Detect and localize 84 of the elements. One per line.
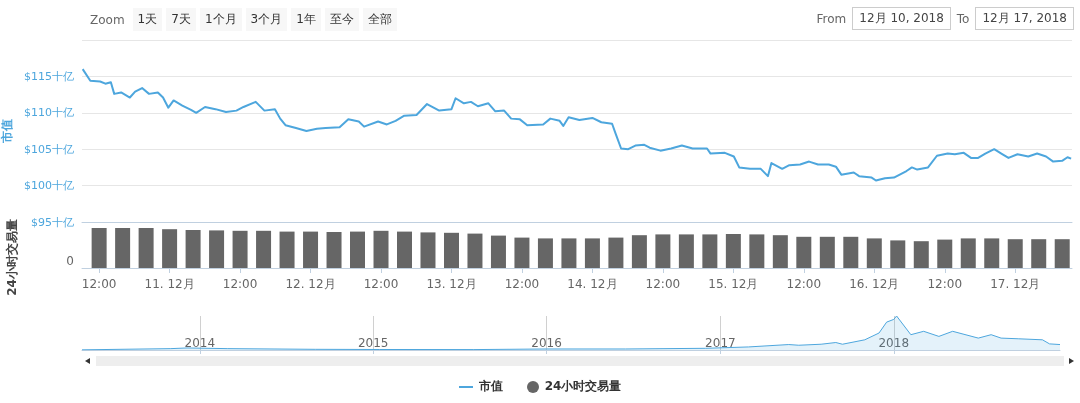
bar xyxy=(584,238,600,268)
bar xyxy=(514,237,530,268)
text: Zoom xyxy=(90,12,125,27)
text: From xyxy=(816,11,847,26)
x-tick-label: 12:00 xyxy=(363,277,399,291)
bar xyxy=(561,238,577,268)
bar xyxy=(162,229,178,268)
bar xyxy=(796,236,812,268)
text: 至今 xyxy=(324,8,359,31)
bar xyxy=(819,236,835,268)
x-tick-label: 12:00 xyxy=(645,277,681,291)
x-tick-label: 14. 12月 xyxy=(567,277,618,291)
bar xyxy=(678,234,694,268)
x-tick-label: 12:00 xyxy=(504,277,540,291)
text: 12月 17, 2018 xyxy=(975,7,1074,30)
bar xyxy=(256,230,272,268)
bar xyxy=(326,232,342,268)
bar xyxy=(749,234,765,268)
bar xyxy=(350,231,366,268)
x-tick-label: 2014 xyxy=(184,336,216,350)
x-tick-label: 2016 xyxy=(531,336,562,350)
text: 12月 10, 2018 xyxy=(852,7,951,30)
bar xyxy=(373,230,389,268)
bar xyxy=(913,241,929,268)
bar xyxy=(937,239,953,268)
y-tick-label: $110十亿 xyxy=(24,106,74,120)
text: 0 xyxy=(66,254,74,268)
legend-label: 市值 xyxy=(477,378,503,395)
bar xyxy=(631,235,647,268)
x-tick-label: 2017 xyxy=(705,336,736,350)
text: 3个月 xyxy=(245,8,288,31)
bar xyxy=(303,231,319,268)
x-tick-label: 12:00 xyxy=(786,277,822,291)
text: 1天 xyxy=(132,8,163,31)
line-series xyxy=(81,68,1073,182)
x-tick-label: 12:00 xyxy=(222,277,258,291)
bar xyxy=(397,231,412,268)
bar xyxy=(209,230,225,268)
y-tick-label: $115十亿 xyxy=(24,69,74,83)
legend-label: 24小时交易量 xyxy=(543,378,622,395)
x-tick-label: 2018 xyxy=(878,336,910,350)
x-tick-label: 12:00 xyxy=(81,277,117,291)
text: 全部 xyxy=(362,8,397,31)
bar xyxy=(1031,239,1047,268)
text: To xyxy=(956,11,970,26)
bar xyxy=(1007,239,1023,268)
bar xyxy=(866,238,882,268)
bar xyxy=(467,233,483,268)
bar xyxy=(443,232,459,268)
bar xyxy=(420,232,436,268)
x-tick-label: 16. 12月 xyxy=(849,277,900,291)
bar xyxy=(490,235,506,268)
y-axis-title: 市值 xyxy=(0,119,15,144)
bar xyxy=(725,234,741,268)
x-tick-label: 13. 12月 xyxy=(426,277,477,291)
bar xyxy=(772,235,788,268)
bar xyxy=(655,234,671,268)
x-tick-label: 12. 12月 xyxy=(285,277,336,291)
y-tick-label: $105十亿 xyxy=(24,142,74,156)
bar xyxy=(843,236,859,268)
x-tick-label: 15. 12月 xyxy=(708,277,759,291)
bar xyxy=(960,238,976,268)
y-axis-title: 24小时交易量 xyxy=(5,219,19,296)
x-tick-label: 2015 xyxy=(357,336,389,350)
bar xyxy=(890,240,906,268)
bar xyxy=(537,238,553,268)
bar xyxy=(984,238,1000,268)
bar xyxy=(185,230,201,268)
bar xyxy=(115,228,131,268)
bar xyxy=(138,228,154,268)
bar xyxy=(232,230,248,268)
x-tick-label: 12:00 xyxy=(927,277,963,291)
bar xyxy=(608,237,624,268)
text: 7天 xyxy=(166,8,196,31)
x-tick-label: 11. 12月 xyxy=(144,277,195,291)
bar xyxy=(702,234,718,268)
bar xyxy=(279,231,295,268)
y-tick-label: $95十亿 xyxy=(31,215,74,229)
bar xyxy=(91,228,107,268)
x-tick-label: 17. 12月 xyxy=(990,277,1041,291)
y-tick-label: $100十亿 xyxy=(24,179,74,193)
bar xyxy=(1054,239,1070,268)
text: 1个月 xyxy=(199,8,242,31)
text: 1年 xyxy=(291,8,321,31)
